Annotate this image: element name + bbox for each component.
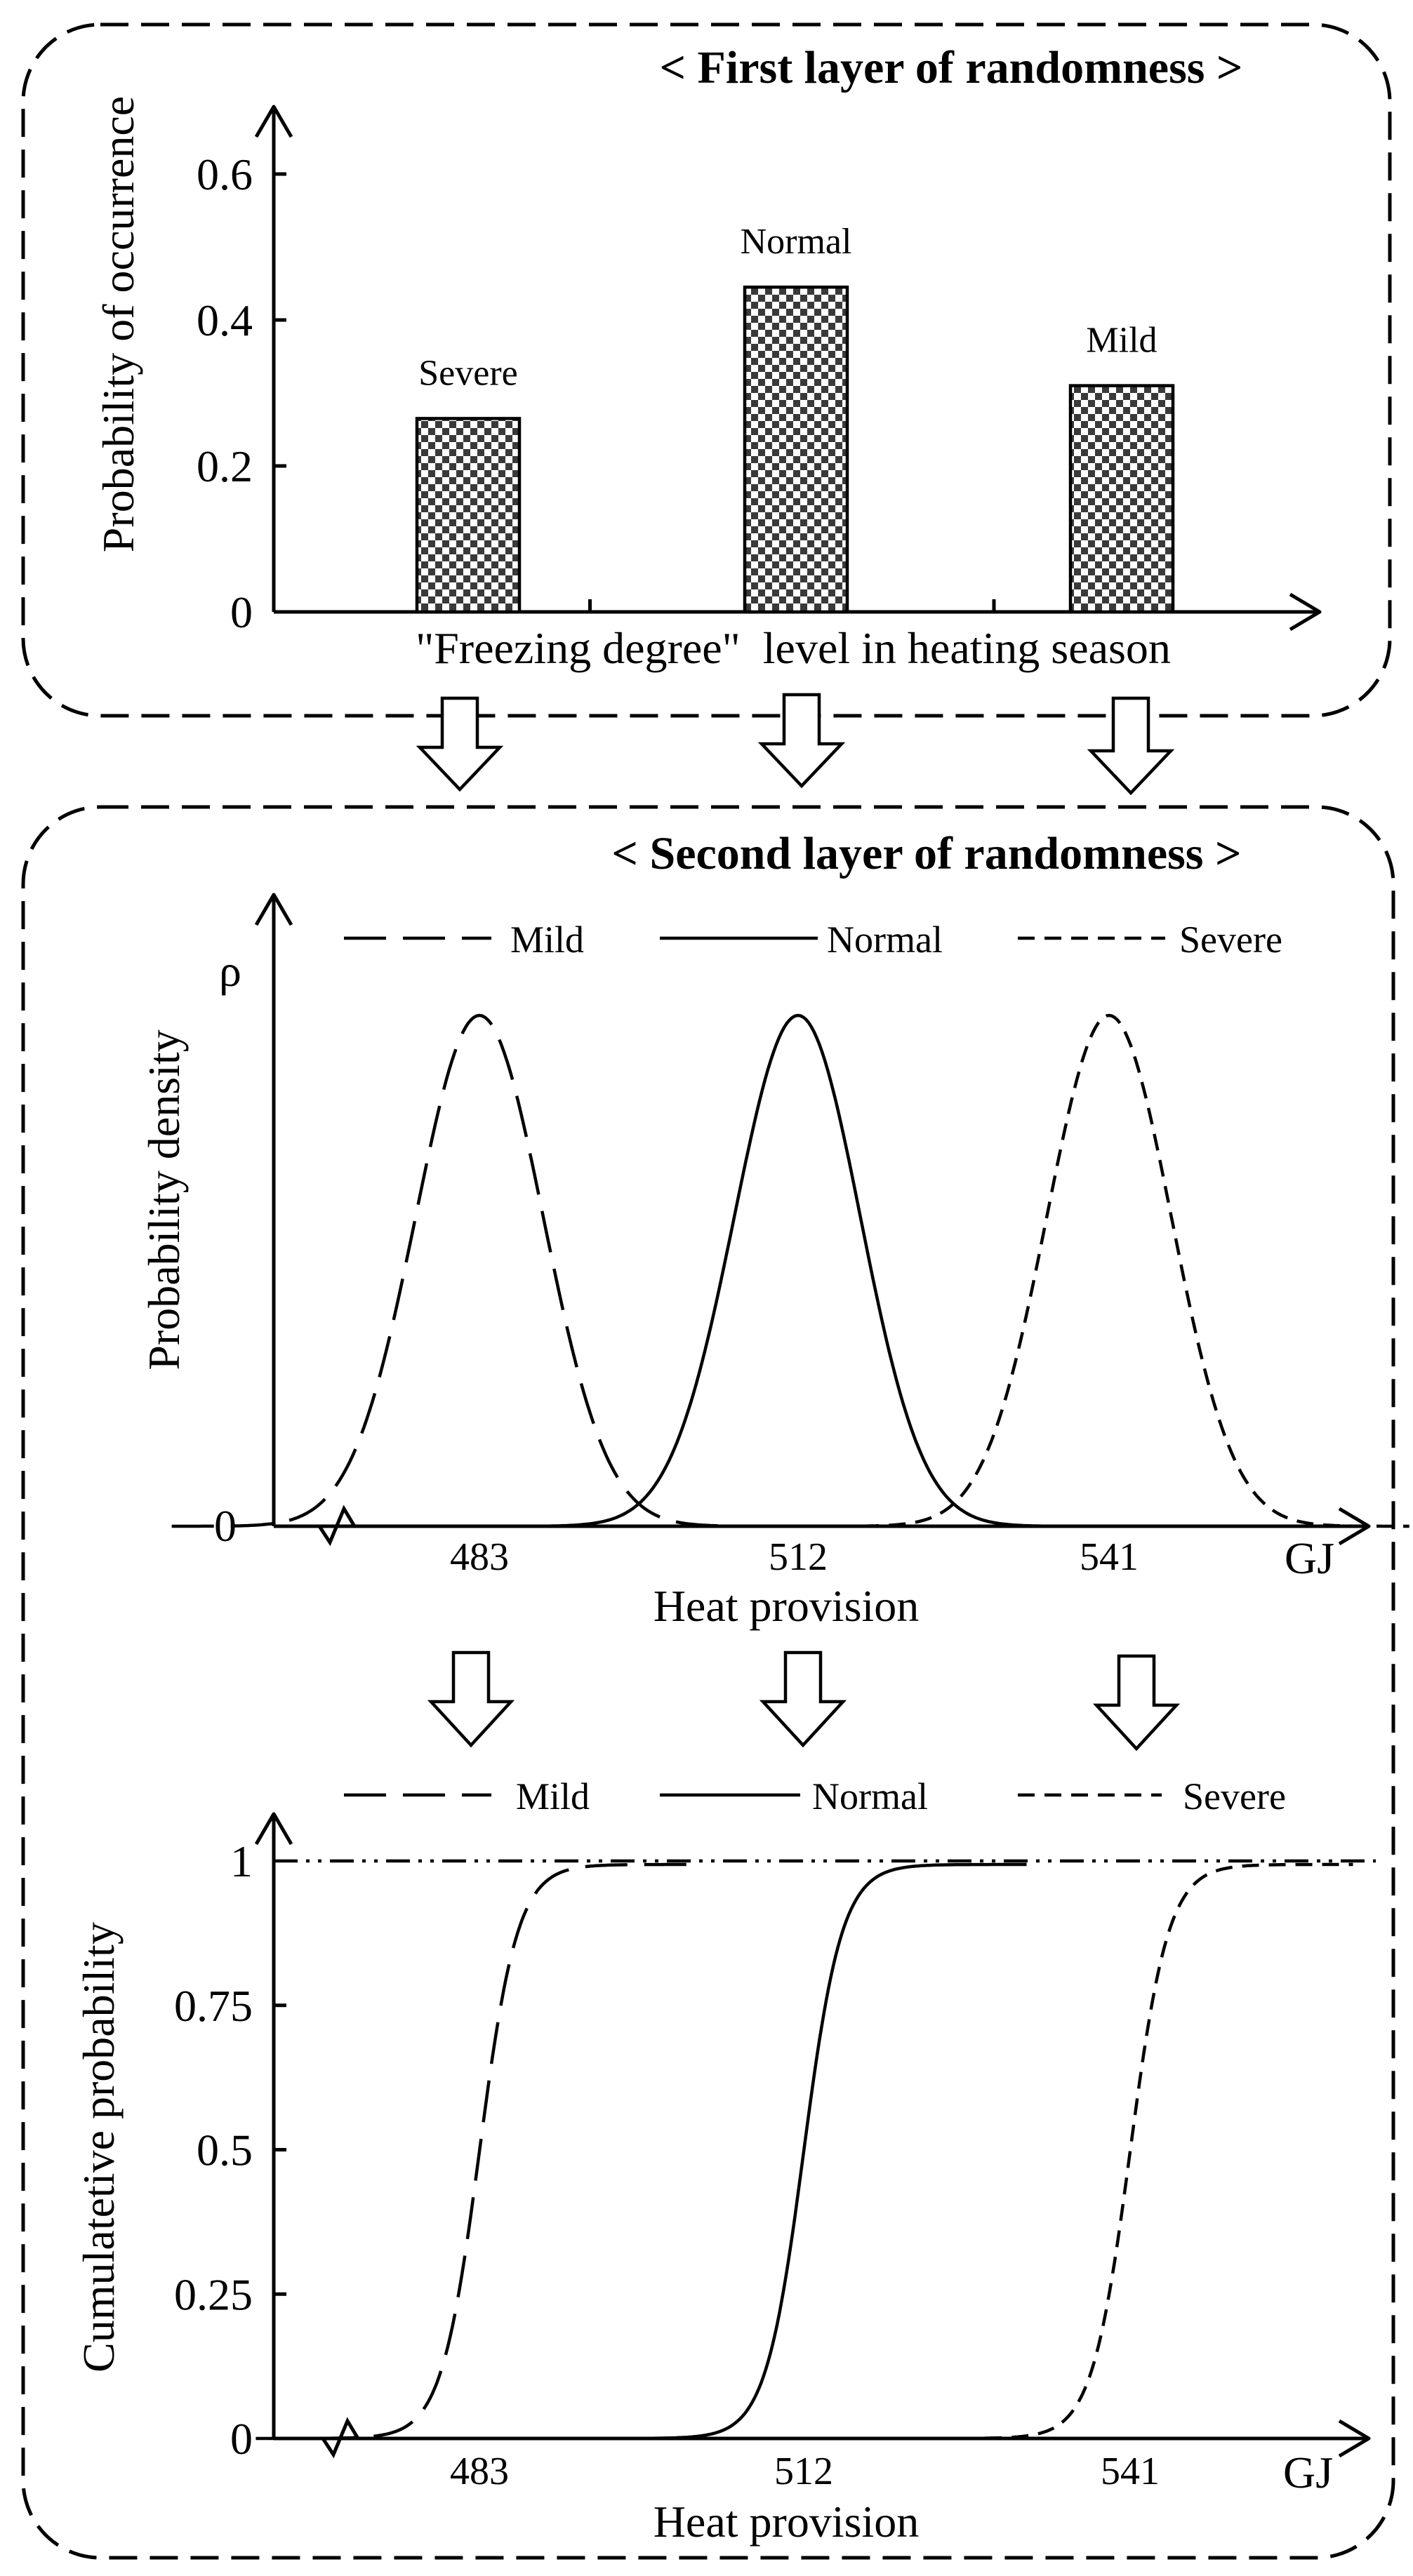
bar-series: Severe Normal Mild (415, 222, 1175, 614)
bar-normal (743, 285, 849, 614)
cumulative-legend: Mild Normal Severe (344, 1775, 1286, 1817)
bar-x-axis-label: "Freezing degree" level in heating seaso… (416, 623, 1171, 673)
cumulative-curve-normal (580, 1862, 1027, 2441)
density-y-axis-arrow (254, 893, 293, 926)
second-layer-frame (21, 805, 1395, 2560)
density-x-tick-label-541: 541 (1080, 1535, 1139, 1579)
flow-arrow-severe-2 (1092, 1654, 1181, 1751)
cumulative-x-tick-label-483: 483 (450, 2450, 509, 2493)
bar-y-ticks: 0 0.2 0.4 0.6 (197, 149, 286, 637)
bar-y-tick-label-0-6: 0.6 (197, 149, 253, 199)
density-x-tick-label-512: 512 (769, 1535, 828, 1579)
cumulative-x-tick-labels: 483 512 541 (450, 2450, 1160, 2493)
bar-label-severe: Severe (418, 353, 517, 393)
cumulative-y-tick-label-0-5: 0.5 (197, 2125, 253, 2175)
bar-mild (1068, 384, 1175, 614)
cumulative-curve-mild (256, 1862, 703, 2441)
cumulative-x-unit: GJ (1283, 2448, 1333, 2497)
cumulative-y-ticks: 0 0.25 0.5 0.75 1 (174, 1836, 286, 2464)
bar-y-tick-label-0: 0 (230, 587, 253, 637)
density-y-symbol: ρ (219, 946, 241, 996)
bar-y-tick-label-0-4: 0.4 (197, 295, 253, 345)
bar-severe (415, 417, 522, 614)
density-curve-normal (490, 1013, 1099, 1528)
second-layer-title: < Second layer of randomness > (611, 828, 1241, 879)
density-legend-normal-label: Normal (827, 919, 943, 961)
cumulative-y-tick-label-0-75: 0.75 (174, 1981, 253, 2031)
density-x-axis-arrow (1338, 1507, 1371, 1546)
cumulative-x-axis-arrow (1338, 2419, 1371, 2458)
density-legend-severe-label: Severe (1179, 919, 1282, 961)
bar-x-minor-ticks (588, 599, 996, 612)
bar-y-axis-arrow (254, 105, 293, 138)
cumulative-x-axis-label: Heat provision (654, 2497, 920, 2547)
cumulative-x-tick-label-541: 541 (1101, 2450, 1160, 2493)
flow-arrows-top (416, 693, 1175, 796)
cumulative-y-axis-arrow (254, 1812, 293, 1846)
bar-x-axis-arrow (1289, 592, 1322, 632)
cumulative-legend-severe-label: Severe (1183, 1775, 1286, 1817)
cumulative-curve-severe (905, 1862, 1353, 2441)
bar-label-mild: Mild (1086, 321, 1157, 361)
flow-arrow-normal-2 (759, 1650, 847, 1748)
flow-arrow-mild-2 (427, 1650, 515, 1748)
flow-arrow-normal (757, 693, 846, 789)
density-x-axis-label: Heat provision (654, 1581, 920, 1631)
cumulative-y-tick-label-1: 1 (230, 1836, 253, 1886)
density-x-tick-labels: 483 512 541 (450, 1535, 1139, 1579)
cumulative-legend-normal-label: Normal (812, 1775, 928, 1817)
density-axis-break (317, 1504, 357, 1547)
first-layer-frame (21, 22, 1392, 718)
density-curve-severe (809, 1013, 1409, 1528)
density-y-axis-label: Probability density (139, 1029, 189, 1370)
flow-arrow-severe (416, 696, 504, 792)
density-x-unit: GJ (1285, 1533, 1334, 1583)
cumulative-y-tick-label-0-25: 0.25 (174, 2269, 253, 2319)
flow-arrows-middle (427, 1650, 1181, 1751)
cumulative-curves (256, 1862, 1353, 2441)
bar-y-axis-label: Probability of occurrence (93, 96, 143, 552)
density-x-tick-label-483: 483 (450, 1535, 509, 1579)
density-legend: Mild Normal Severe (344, 919, 1282, 961)
density-curves (171, 1013, 1409, 1528)
cumulative-y-tick-label-0: 0 (230, 2414, 253, 2464)
cumulative-legend-mild-label: Mild (516, 1775, 590, 1817)
density-curve-mild (171, 1013, 788, 1528)
density-legend-mild-label: Mild (510, 919, 584, 961)
first-layer-title: < First layer of randomness > (659, 42, 1242, 93)
bar-label-normal: Normal (741, 222, 852, 262)
cumulative-x-tick-label-512: 512 (774, 2450, 833, 2493)
flow-arrow-mild (1087, 696, 1175, 796)
cumulative-y-axis-label: Cumulatetive probability (74, 1922, 124, 2373)
bar-y-tick-label-0-2: 0.2 (197, 441, 253, 491)
